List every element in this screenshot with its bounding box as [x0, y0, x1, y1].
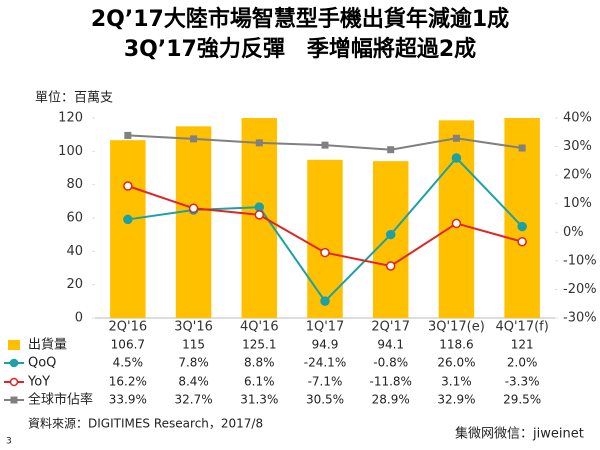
x-tick-label: 2Q'16 [109, 320, 148, 335]
marker [451, 153, 462, 163]
y-tick-label: 60 [66, 211, 83, 226]
marker [451, 218, 462, 229]
table-cell: 28.9% [372, 393, 410, 407]
chart-subtitle: 3Q’17強力反彈 季增幅將超過2成 [124, 36, 476, 62]
table-cell: 94.9 [312, 338, 339, 352]
marker [517, 221, 527, 232]
table-cell: 8.8% [244, 356, 275, 370]
table-cell: -3.3% [505, 375, 540, 389]
marker [385, 229, 396, 240]
legend-icon [9, 377, 19, 387]
marker [518, 144, 526, 152]
source: 資料來源：DIGITIMES Research，2017/8 [28, 417, 263, 431]
table-cell: 7.8% [178, 356, 209, 370]
x-tick-label: 2Q'17 [371, 320, 410, 335]
table-cell: 32.7% [175, 393, 213, 407]
y2-tick-label: -30% [563, 311, 597, 326]
marker [452, 134, 460, 142]
x-tick-label: 4Q'17(f) [495, 320, 548, 335]
marker [123, 181, 133, 191]
y-axis-label: 單位：百萬支 [35, 91, 113, 106]
table-cell: 115 [182, 338, 205, 352]
table-cell: 6.1% [244, 375, 275, 389]
y-tick-label: 80 [66, 177, 83, 192]
y2-tick-label: 10% [563, 196, 592, 211]
table-cell: -0.8% [373, 356, 408, 370]
y2-tick-label: 0% [563, 225, 584, 240]
y2-tick-label: 20% [563, 168, 592, 183]
table-cell: 125.1 [242, 338, 276, 352]
marker [321, 141, 329, 149]
marker [254, 202, 265, 212]
y-tick-label: 0 [75, 311, 83, 326]
y2-tick-label: 30% [563, 139, 592, 154]
marker [385, 261, 396, 271]
page-number: 3 [6, 437, 12, 447]
x-tick-label: 4Q'16 [240, 320, 279, 335]
bar [307, 159, 343, 318]
marker [255, 139, 263, 147]
marker [517, 236, 527, 247]
bar [110, 140, 146, 318]
bar [175, 126, 212, 318]
table-cell: 29.5% [503, 393, 541, 407]
bar [372, 161, 409, 318]
y2-tick-label: -10% [563, 253, 597, 268]
table-cell: 8.4% [178, 375, 209, 389]
y-tick-label: 20 [66, 277, 83, 292]
table-cell: 4.5% [113, 356, 144, 370]
chart-title: 2Q’17大陸市場智慧型手機出貨年減逾1成 [91, 6, 509, 32]
table-cell: 32.9% [437, 393, 475, 407]
table-cell: 31.3% [240, 393, 278, 407]
marker [387, 146, 395, 154]
legend-icon [8, 340, 20, 350]
y2-tick-label: 40% [563, 111, 592, 126]
y2-tick-label: -20% [563, 282, 597, 297]
table-cell: 33.9% [109, 393, 147, 407]
marker [320, 247, 330, 258]
footer: 集微网微信：jiweinet [455, 426, 584, 442]
table-cell: -11.8% [369, 375, 411, 389]
x-tick-label: 3Q'16 [174, 320, 213, 335]
table-cell: 2.0% [507, 356, 538, 370]
y-tick-label: 100 [58, 144, 83, 159]
x-tick-label: 3Q'17(e) [428, 320, 485, 335]
marker [188, 203, 199, 214]
x-tick-label: 1Q'17 [306, 320, 345, 335]
marker [124, 131, 132, 139]
table-cell: 106.7 [111, 338, 145, 352]
marker [254, 210, 265, 220]
marker [190, 135, 198, 143]
plot-area [110, 118, 540, 318]
table-cell: 26.0% [437, 356, 475, 370]
legend-icon [9, 358, 19, 368]
marker [320, 296, 330, 306]
y-tick-label: 120 [58, 111, 83, 126]
legend-label: YoY [27, 375, 50, 390]
table-cell: -24.1% [304, 356, 346, 370]
table-cell: 16.2% [109, 375, 147, 389]
legend-icon [10, 396, 18, 404]
table-cell: 94.1 [377, 338, 404, 352]
table-cell: 118.6 [439, 338, 473, 352]
table-cell: 121 [511, 338, 534, 352]
legend-label: QoQ [28, 356, 56, 371]
table-cell: -7.1% [308, 375, 343, 389]
legend-label: 全球市佔率 [28, 392, 93, 408]
legend-label: 出貨量 [28, 337, 67, 353]
marker [123, 214, 133, 225]
table-cell: 3.1% [441, 375, 472, 389]
table-cell: 30.5% [306, 393, 344, 407]
y-tick-label: 40 [66, 244, 83, 259]
